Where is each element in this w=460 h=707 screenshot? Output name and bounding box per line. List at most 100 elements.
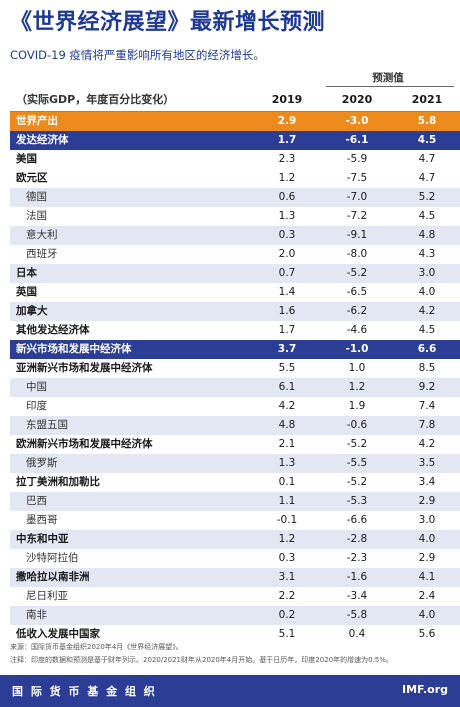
source-note: 来源：国际货币基金组织2020年4月《世界经济展望》。 [10, 643, 183, 651]
value-2021: 4.5 [392, 131, 460, 150]
region-name: 中东和中亚 [10, 530, 252, 549]
table-row: 亚洲新兴市场和发展中经济体 5.5 1.0 8.5 [10, 359, 460, 378]
table-row: 撒哈拉以南非洲 3.1 -1.6 4.1 [10, 568, 460, 587]
table-row: 欧洲新兴市场和发展中经济体 2.1 -5.2 4.2 [10, 435, 460, 454]
region-name: 英国 [10, 283, 252, 302]
value-2021: 5.8 [392, 111, 460, 131]
value-2021: 7.4 [392, 397, 460, 416]
value-2019: 1.7 [252, 131, 322, 150]
value-2019: 1.6 [252, 302, 322, 321]
table-row: 意大利 0.3 -9.1 4.8 [10, 226, 460, 245]
region-name: 美国 [10, 150, 252, 169]
value-2020: 1.0 [322, 359, 392, 378]
value-2021: 8.5 [392, 359, 460, 378]
region-name: 世界产出 [10, 111, 252, 131]
value-2019: 3.1 [252, 568, 322, 587]
value-2020: -2.8 [322, 530, 392, 549]
growth-forecast-table: （实际GDP，年度百分比变化） 2019 2020 2021 世界产出 2.9 -3… [10, 89, 460, 644]
value-2021: 4.2 [392, 435, 460, 454]
value-2020: -3.4 [322, 587, 392, 606]
value-2020: 1.2 [322, 378, 392, 397]
region-name: 意大利 [10, 226, 252, 245]
value-2021: 2.9 [392, 492, 460, 511]
table-row: 其他发达经济体 1.7 -4.6 4.5 [10, 321, 460, 340]
page-subtitle: COVID-19 疫情将严重影响所有地区的经济增长。 [10, 48, 265, 62]
table-row: 发达经济体 1.7 -6.1 4.5 [10, 131, 460, 150]
table-row: 沙特阿拉伯 0.3 -2.3 2.9 [10, 549, 460, 568]
value-2020: -3.0 [322, 111, 392, 131]
page-title: 《世界经济展望》最新增长预测 [10, 10, 326, 35]
value-2019: 1.2 [252, 169, 322, 188]
value-2019: 5.5 [252, 359, 322, 378]
value-2019: 0.6 [252, 188, 322, 207]
value-2021: 2.4 [392, 587, 460, 606]
value-2020: -5.5 [322, 454, 392, 473]
value-2021: 4.7 [392, 169, 460, 188]
value-2021: 7.8 [392, 416, 460, 435]
footer-org: 国 际 货 币 基 金 组 织 [12, 685, 157, 698]
table-row: 西班牙 2.0 -8.0 4.3 [10, 245, 460, 264]
projection-divider [326, 86, 454, 87]
projection-label: 预测值 [372, 72, 404, 84]
value-2019: 1.1 [252, 492, 322, 511]
unit-label: （实际GDP，年度百分比变化） [10, 89, 252, 112]
value-2021: 4.0 [392, 530, 460, 549]
value-2021: 6.6 [392, 340, 460, 359]
region-name: 法国 [10, 207, 252, 226]
value-2019: 0.3 [252, 549, 322, 568]
value-2021: 9.2 [392, 378, 460, 397]
value-2019: 1.2 [252, 530, 322, 549]
table-row: 东盟五国 4.8 -0.6 7.8 [10, 416, 460, 435]
footer-site-link[interactable]: IMF.org [402, 683, 448, 696]
value-2021: 2.9 [392, 549, 460, 568]
value-2019: 1.3 [252, 207, 322, 226]
value-2020: -8.0 [322, 245, 392, 264]
value-2020: -5.9 [322, 150, 392, 169]
region-name: 其他发达经济体 [10, 321, 252, 340]
table-row: 日本 0.7 -5.2 3.0 [10, 264, 460, 283]
region-name: 墨西哥 [10, 511, 252, 530]
table-row: 德国 0.6 -7.0 5.2 [10, 188, 460, 207]
table-row: 加拿大 1.6 -6.2 4.2 [10, 302, 460, 321]
value-2019: 3.7 [252, 340, 322, 359]
value-2021: 4.3 [392, 245, 460, 264]
value-2021: 4.0 [392, 283, 460, 302]
value-2020: -7.0 [322, 188, 392, 207]
value-2019: 0.2 [252, 606, 322, 625]
table-body: 世界产出 2.9 -3.0 5.8 发达经济体 1.7 -6.1 4.5 美国 2.3 -5.9 4.… [10, 111, 460, 644]
value-2020: 0.4 [322, 625, 392, 644]
table-row: 墨西哥 -0.1 -6.6 3.0 [10, 511, 460, 530]
value-2019: 4.8 [252, 416, 322, 435]
region-name: 德国 [10, 188, 252, 207]
region-name: 中国 [10, 378, 252, 397]
value-2020: 1.9 [322, 397, 392, 416]
value-2019: 4.2 [252, 397, 322, 416]
notes: 来源：国际货币基金组织2020年4月《世界经济展望》。 注释：印度的数据和预测是… [10, 641, 456, 667]
value-2019: 2.1 [252, 435, 322, 454]
value-2019: 0.7 [252, 264, 322, 283]
table-row: 中国 6.1 1.2 9.2 [10, 378, 460, 397]
value-2020: -6.1 [322, 131, 392, 150]
value-2019: 5.1 [252, 625, 322, 644]
region-name: 发达经济体 [10, 131, 252, 150]
value-2021: 5.6 [392, 625, 460, 644]
region-name: 加拿大 [10, 302, 252, 321]
value-2020: -7.5 [322, 169, 392, 188]
value-2021: 3.5 [392, 454, 460, 473]
region-name: 欧洲新兴市场和发展中经济体 [10, 435, 252, 454]
value-2021: 4.1 [392, 568, 460, 587]
table-row: 巴西 1.1 -5.3 2.9 [10, 492, 460, 511]
value-2019: 1.3 [252, 454, 322, 473]
table-row: 低收入发展中国家 5.1 0.4 5.6 [10, 625, 460, 644]
table-row: 俄罗斯 1.3 -5.5 3.5 [10, 454, 460, 473]
year-header-2019: 2019 [252, 89, 322, 112]
value-2019: 0.1 [252, 473, 322, 492]
value-2019: 1.4 [252, 283, 322, 302]
value-2019: 2.9 [252, 111, 322, 131]
region-name: 印度 [10, 397, 252, 416]
value-2021: 4.5 [392, 321, 460, 340]
year-header-2020: 2020 [322, 89, 392, 112]
value-2020: -5.2 [322, 435, 392, 454]
value-2020: -5.2 [322, 264, 392, 283]
value-2020: -1.6 [322, 568, 392, 587]
